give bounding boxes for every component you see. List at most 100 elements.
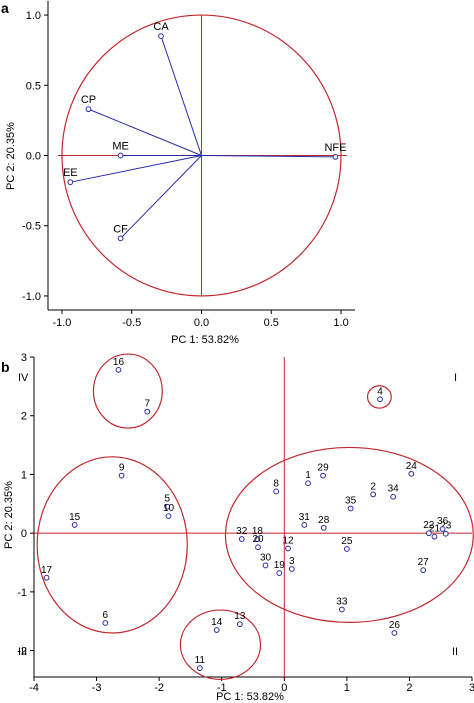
cluster-ellipse-i-ii bbox=[224, 446, 474, 623]
sample-point-3 bbox=[288, 566, 295, 572]
sample-label-6: 6 bbox=[103, 610, 109, 621]
sample-label-21: 21 bbox=[429, 524, 441, 535]
sample-point-25 bbox=[343, 546, 350, 552]
sample-label-20: 20 bbox=[252, 534, 264, 545]
sample-point-6 bbox=[102, 620, 109, 626]
sample-label-7: 7 bbox=[144, 399, 150, 410]
panel-a-x-tick-label: 0.5 bbox=[264, 317, 279, 329]
sample-label-32: 32 bbox=[236, 526, 248, 537]
sample-point-2 bbox=[370, 491, 377, 498]
panel-a: a -1.0 -0.5 0.0 0.5 1.0 -1.0 -0.5 0.0 0.5 1.0 PC … bbox=[1, 0, 355, 346]
sample-point-8 bbox=[273, 488, 280, 495]
sample-point-17 bbox=[43, 574, 50, 581]
panel-a-plot: CA CP ME EE CF NFE bbox=[58, 14, 347, 297]
loading-point-cf bbox=[117, 235, 124, 242]
loading-label-ca: CA bbox=[153, 21, 169, 33]
panel-a-y-tick-label: 0.5 bbox=[26, 80, 41, 92]
panel-a-y-tick-label: 0.0 bbox=[26, 151, 41, 163]
sample-label-12: 12 bbox=[282, 535, 294, 546]
panel-a-x-tick-label: 1.0 bbox=[333, 317, 348, 329]
loading-vector-ca bbox=[160, 35, 202, 156]
sample-point-13 bbox=[236, 621, 243, 628]
sample-label-11: 11 bbox=[195, 655, 206, 666]
sample-label-17: 17 bbox=[41, 565, 53, 576]
panel-b-y-tick-label: -2 bbox=[17, 646, 27, 658]
sample-point-32 bbox=[238, 536, 245, 542]
loading-vector-ee bbox=[70, 155, 202, 183]
quadrant-label-iii: III bbox=[18, 646, 27, 658]
panel-a-x-tick-label: 0.0 bbox=[194, 317, 209, 329]
panel-a-correlation-circle bbox=[61, 14, 342, 297]
loading-point-ca bbox=[158, 33, 164, 40]
sample-label-1: 1 bbox=[305, 470, 311, 481]
loading-point-me bbox=[117, 152, 124, 159]
quadrant-label-i: I bbox=[454, 372, 457, 384]
loading-vector-nfe bbox=[201, 155, 336, 158]
loading-point-nfe bbox=[332, 154, 339, 160]
panel-b-x-tick-label: -1 bbox=[217, 682, 227, 694]
sample-point-22 bbox=[425, 530, 432, 537]
sample-point-15 bbox=[71, 522, 78, 528]
quadrant-label-ii: II bbox=[452, 646, 458, 658]
loading-label-nfe: NFE bbox=[324, 142, 346, 154]
panel-b-x-tick-label: -4 bbox=[29, 682, 39, 694]
sample-label-18: 18 bbox=[252, 526, 264, 537]
sample-label-27: 27 bbox=[418, 557, 430, 568]
sample-label-28: 28 bbox=[318, 515, 330, 526]
sample-label-22: 22 bbox=[423, 520, 435, 531]
panel-b-y-tick-label: 1 bbox=[21, 469, 27, 481]
sample-point-10 bbox=[165, 513, 172, 520]
loading-vector-cp bbox=[88, 108, 202, 156]
loading-label-cp: CP bbox=[81, 94, 96, 106]
loading-label-cf: CF bbox=[113, 223, 128, 235]
cluster-ellipse-11-13-14 bbox=[179, 609, 262, 680]
sample-label-8: 8 bbox=[273, 478, 279, 489]
sample-point-26 bbox=[391, 630, 398, 636]
cluster-ellipse-16-7 bbox=[92, 353, 163, 429]
panel-a-label: a bbox=[1, 0, 9, 16]
panel-b-label: b bbox=[1, 359, 10, 375]
sample-label-2: 2 bbox=[370, 481, 376, 492]
sample-point-9 bbox=[118, 472, 125, 479]
loading-vector-cf bbox=[120, 155, 202, 239]
sample-label-4: 4 bbox=[377, 386, 383, 397]
sample-point-18 bbox=[254, 536, 261, 542]
panel-a-y-tick-label: 1.0 bbox=[26, 10, 41, 22]
sample-label-13: 13 bbox=[234, 611, 246, 622]
panel-a-y-tick-label: -1.0 bbox=[22, 291, 41, 303]
sample-point-11 bbox=[196, 665, 203, 672]
sample-point-20 bbox=[255, 544, 261, 551]
loading-point-ee bbox=[67, 179, 74, 186]
sample-point-16 bbox=[115, 367, 122, 373]
sample-point-14 bbox=[213, 627, 220, 633]
panel-b-y-tick-label: 0 bbox=[21, 528, 27, 540]
sample-label-31: 31 bbox=[299, 512, 311, 523]
panel-a-y-tick-label: -0.5 bbox=[22, 221, 41, 233]
sample-label-30: 30 bbox=[260, 552, 272, 563]
sample-label-3: 3 bbox=[289, 556, 295, 567]
loading-point-cp bbox=[85, 106, 92, 113]
sample-label-9: 9 bbox=[119, 463, 125, 474]
panel-a-x-tick-label: -1.0 bbox=[52, 317, 71, 329]
sample-point-33 bbox=[338, 606, 345, 613]
panel-b-x-axis-title: PC 1: 53.82% bbox=[216, 691, 284, 703]
sample-label-24: 24 bbox=[406, 461, 418, 472]
sample-point-12 bbox=[285, 545, 291, 552]
panel-a-x-tick-label: -0.5 bbox=[122, 317, 141, 329]
sample-label-14: 14 bbox=[211, 617, 223, 628]
panel-b-x-tick-label: 2 bbox=[406, 682, 412, 694]
sample-point-23 bbox=[442, 530, 449, 537]
sample-label-33: 33 bbox=[336, 596, 348, 607]
quadrant-label-iv: IV bbox=[18, 372, 29, 384]
sample-point-21 bbox=[431, 533, 438, 540]
sample-label-15: 15 bbox=[69, 512, 81, 523]
panel-a-ticks: -1.0 -0.5 0.0 0.5 1.0 -1.0 -0.5 0.0 0.5 1.0 bbox=[22, 10, 349, 329]
sample-label-19: 19 bbox=[274, 560, 286, 571]
sample-point-1 bbox=[305, 480, 311, 487]
panel-b-y-tick-label: 2 bbox=[21, 411, 27, 423]
sample-point-35 bbox=[347, 505, 354, 512]
sample-point-27 bbox=[420, 567, 427, 574]
